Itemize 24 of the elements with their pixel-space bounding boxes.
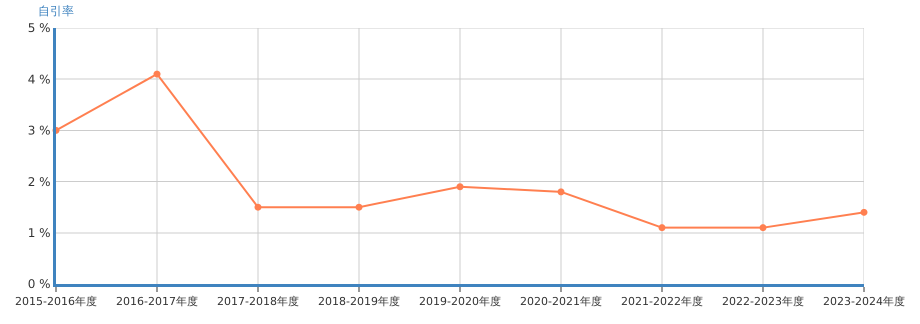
point xyxy=(658,224,666,232)
x-tick-label: 2022-2023年度 xyxy=(722,295,804,308)
y-axis-title: 自引率 xyxy=(38,4,74,18)
y-tick-label: 4 % xyxy=(28,72,51,86)
point xyxy=(154,70,160,78)
x-tick-label: 2016-2017年度 xyxy=(116,295,198,308)
point xyxy=(456,183,464,190)
x-tick-label: 2018-2019年度 xyxy=(318,295,400,308)
point xyxy=(254,204,262,211)
y-tick-label: 3 % xyxy=(28,124,51,138)
point xyxy=(860,208,868,216)
x-tick-label: 2017-2018年度 xyxy=(217,295,299,308)
x-tick-label: 2021-2022年度 xyxy=(621,295,703,308)
point xyxy=(760,224,766,232)
y-tick-label: 5 % xyxy=(28,21,51,36)
x-tick-label: 2019-2020年度 xyxy=(419,295,501,308)
x-tick-label: 2020-2021年度 xyxy=(520,295,602,308)
y-tick-label: 1 % xyxy=(28,226,51,240)
point xyxy=(558,188,564,196)
y-tick-label: 2 % xyxy=(28,174,51,189)
y-tick-label: 0 % xyxy=(28,277,51,292)
x-tick-label: 2023-2024年度 xyxy=(823,295,905,308)
x-tick-label: 2015-2016年度 xyxy=(15,295,97,308)
point xyxy=(356,204,362,211)
